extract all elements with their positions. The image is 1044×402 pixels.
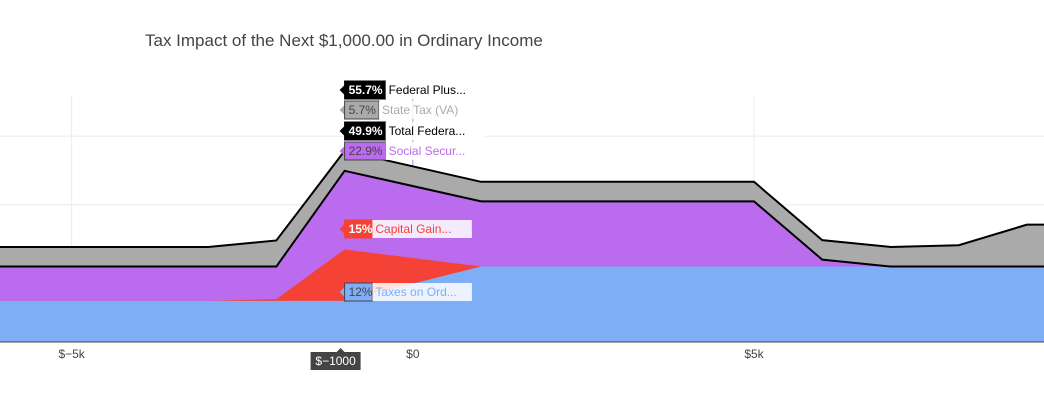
hover-name-box (372, 220, 472, 238)
hover-pointer (339, 105, 345, 115)
hover-name-box (378, 101, 473, 119)
hover-x-box (310, 352, 361, 370)
hover-pointer (339, 85, 345, 95)
hover-label-state-tax-va-: 5.7% State Tax (VA) (339, 100, 473, 120)
plot-area (0, 150, 1044, 342)
hover-label-capital-gains: 15% Capital Gain... (339, 219, 472, 239)
hover-label-federal-plus-state: 55.7% Federal Plus... (339, 80, 486, 100)
hover-x-pointer (336, 348, 345, 352)
x-tick-label: $0 (406, 347, 420, 361)
hover-value-box (344, 219, 373, 239)
hover-series-name: Taxes on Ord... (375, 285, 456, 299)
chart-title: Tax Impact of the Next $1,000.00 in Ordi… (145, 31, 543, 50)
hover-pointer (339, 287, 345, 297)
hover-value: 55.7% (349, 83, 383, 97)
hover-value: 49.9% (349, 124, 383, 138)
hover-name-box (385, 81, 486, 99)
hover-value: 12% (349, 285, 373, 299)
hover-labels: 55.7% Federal Plus... 5.7% State Tax (VA) 49… (310, 80, 486, 370)
hover-label-taxes-on-ordinary-income: 12% Taxes on Ord... (339, 282, 472, 302)
hover-series-name: Social Secur... (389, 144, 466, 158)
hover-pointer (339, 224, 345, 234)
hover-label-total-federal: 49.9% Total Federa... (339, 121, 486, 141)
hover-value-box (344, 282, 373, 302)
x-tick-label: $−5k (58, 347, 85, 361)
hover-name-box (385, 142, 486, 160)
hover-series-name: Federal Plus... (389, 83, 466, 97)
hover-pointer (339, 126, 345, 136)
hover-series-name: State Tax (VA) (382, 103, 458, 117)
series-lines (0, 149, 1044, 268)
hover-label-social-security: 22.9% Social Secur... (339, 141, 486, 161)
x-axis: $−5k $0 $5k (0, 341, 1044, 361)
x-tick-label: $5k (744, 347, 764, 361)
hover-name-box (385, 122, 486, 140)
hover-value: 5.7% (349, 103, 377, 117)
area-taxes-on-ordinary-income (0, 266, 1044, 342)
hover-pointer (339, 146, 345, 156)
hover-series-name: Total Federa... (389, 124, 466, 138)
hover-series-name: Capital Gain... (375, 222, 451, 236)
line-total-federal (0, 169, 1044, 268)
hover-value: 15% (349, 222, 373, 236)
line-federal-plus-state (0, 149, 1044, 248)
hover-value: 22.9% (349, 144, 383, 158)
hover-x-value: $−1000 (315, 354, 356, 368)
hover-x-label: $−1000 (310, 348, 361, 370)
hover-name-box (372, 283, 472, 301)
